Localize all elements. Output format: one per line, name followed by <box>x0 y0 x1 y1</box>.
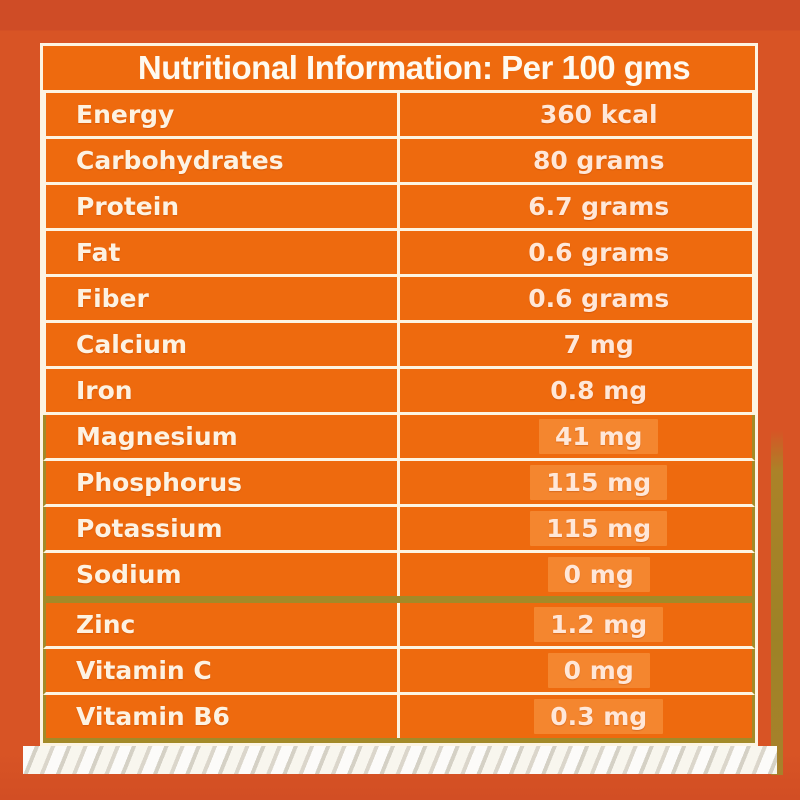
nutrient-name: Vitamin C <box>76 656 212 685</box>
olive-edge-strip <box>771 430 783 775</box>
nutrient-value-cell: 0.6 grams <box>400 231 752 274</box>
nutrient-value-cell: 0 mg <box>400 649 752 692</box>
table-row: Carbohydrates 80 grams <box>43 139 755 185</box>
nutrient-name-cell: Magnesium <box>46 415 401 458</box>
nutrient-name-cell: Iron <box>46 369 401 412</box>
table-title: Nutritional Information: Per 100 gms <box>43 46 755 93</box>
nutrient-value-cell: 7 mg <box>400 323 752 366</box>
table-row: Phosphorus 115 mg <box>43 461 755 507</box>
nutrient-name-cell: Carbohydrates <box>46 139 401 182</box>
nutrient-value: 0 mg <box>547 653 650 688</box>
nutrient-value: 115 mg <box>530 511 668 546</box>
nutrient-name: Fat <box>76 238 121 267</box>
table-row: Fat 0.6 grams <box>43 231 755 277</box>
nutrient-name-cell: Potassium <box>46 507 401 550</box>
nutrient-name-cell: Energy <box>46 93 401 136</box>
nutrient-name: Calcium <box>76 330 188 359</box>
nutrient-name: Protein <box>76 192 180 221</box>
nutrition-table: Nutritional Information: Per 100 gms Ene… <box>40 43 758 746</box>
table-row: Iron 0.8 mg <box>43 369 755 415</box>
nutrient-value: 0.6 grams <box>528 284 670 313</box>
nutrient-name-cell: Sodium <box>46 553 401 596</box>
nutrient-name-cell: Phosphorus <box>46 461 401 504</box>
nutrient-value: 0.3 mg <box>534 699 664 734</box>
nutrient-name-cell: Vitamin C <box>46 649 401 692</box>
nutrient-name-cell: Fat <box>46 231 401 274</box>
nutrient-value: 1.2 mg <box>534 607 664 642</box>
nutrient-name: Zinc <box>76 610 136 639</box>
nutrient-name: Energy <box>76 100 175 129</box>
nutrient-name-cell: Zinc <box>46 603 401 646</box>
nutrient-name-cell: Protein <box>46 185 401 228</box>
nutrient-value: 0.6 grams <box>528 238 670 267</box>
nutrient-name: Sodium <box>76 560 182 589</box>
table-row: Calcium 7 mg <box>43 323 755 369</box>
nutrient-value: 0.8 mg <box>550 376 648 405</box>
nutrient-value-cell: 41 mg <box>400 415 752 458</box>
table-row: Vitamin B6 0.3 mg <box>43 695 755 743</box>
nutrient-value-cell: 0.6 grams <box>400 277 752 320</box>
nutrient-value-cell: 80 grams <box>400 139 752 182</box>
nutrient-name: Magnesium <box>76 422 238 451</box>
nutrient-value: 41 mg <box>538 419 659 454</box>
nutrient-value-cell: 0.8 mg <box>400 369 752 412</box>
nutrient-value: 6.7 grams <box>528 192 670 221</box>
nutrient-value-cell: 1.2 mg <box>400 603 752 646</box>
table-row: Protein 6.7 grams <box>43 185 755 231</box>
table-row: Magnesium 41 mg <box>43 415 755 461</box>
nutrient-name: Carbohydrates <box>76 146 284 175</box>
nutrient-value-cell: 0 mg <box>400 553 752 596</box>
nutrient-value-cell: 0.3 mg <box>400 695 752 738</box>
rice-photo-strip-bottom <box>23 746 777 774</box>
nutrient-value: 80 grams <box>532 146 665 175</box>
nutrient-value: 7 mg <box>563 330 634 359</box>
table-row: Sodium 0 mg <box>43 553 755 603</box>
table-row: Energy 360 kcal <box>43 93 755 139</box>
nutrient-name-cell: Calcium <box>46 323 401 366</box>
nutrient-value: 115 mg <box>530 465 668 500</box>
table-row: Fiber 0.6 grams <box>43 277 755 323</box>
table-row: Potassium 115 mg <box>43 507 755 553</box>
nutrient-value-cell: 360 kcal <box>400 93 752 136</box>
nutrient-name: Potassium <box>76 514 223 543</box>
nutrient-value-cell: 115 mg <box>400 461 752 504</box>
rice-photo-strip-left <box>23 30 40 746</box>
nutrient-value: 0 mg <box>547 557 650 592</box>
nutrient-name-cell: Vitamin B6 <box>46 695 401 738</box>
nutrient-name: Phosphorus <box>76 468 243 497</box>
table-rows: Energy 360 kcal Carbohydrates 80 grams Prote… <box>43 93 755 743</box>
nutrient-value-cell: 115 mg <box>400 507 752 550</box>
nutrient-name: Fiber <box>76 284 149 313</box>
nutrient-name: Iron <box>76 376 133 405</box>
nutrient-name: Vitamin B6 <box>76 702 230 731</box>
nutrient-name-cell: Fiber <box>46 277 401 320</box>
table-row: Vitamin C 0 mg <box>43 649 755 695</box>
nutrient-value: 360 kcal <box>539 100 658 129</box>
nutrient-value-cell: 6.7 grams <box>400 185 752 228</box>
table-row: Zinc 1.2 mg <box>43 603 755 649</box>
